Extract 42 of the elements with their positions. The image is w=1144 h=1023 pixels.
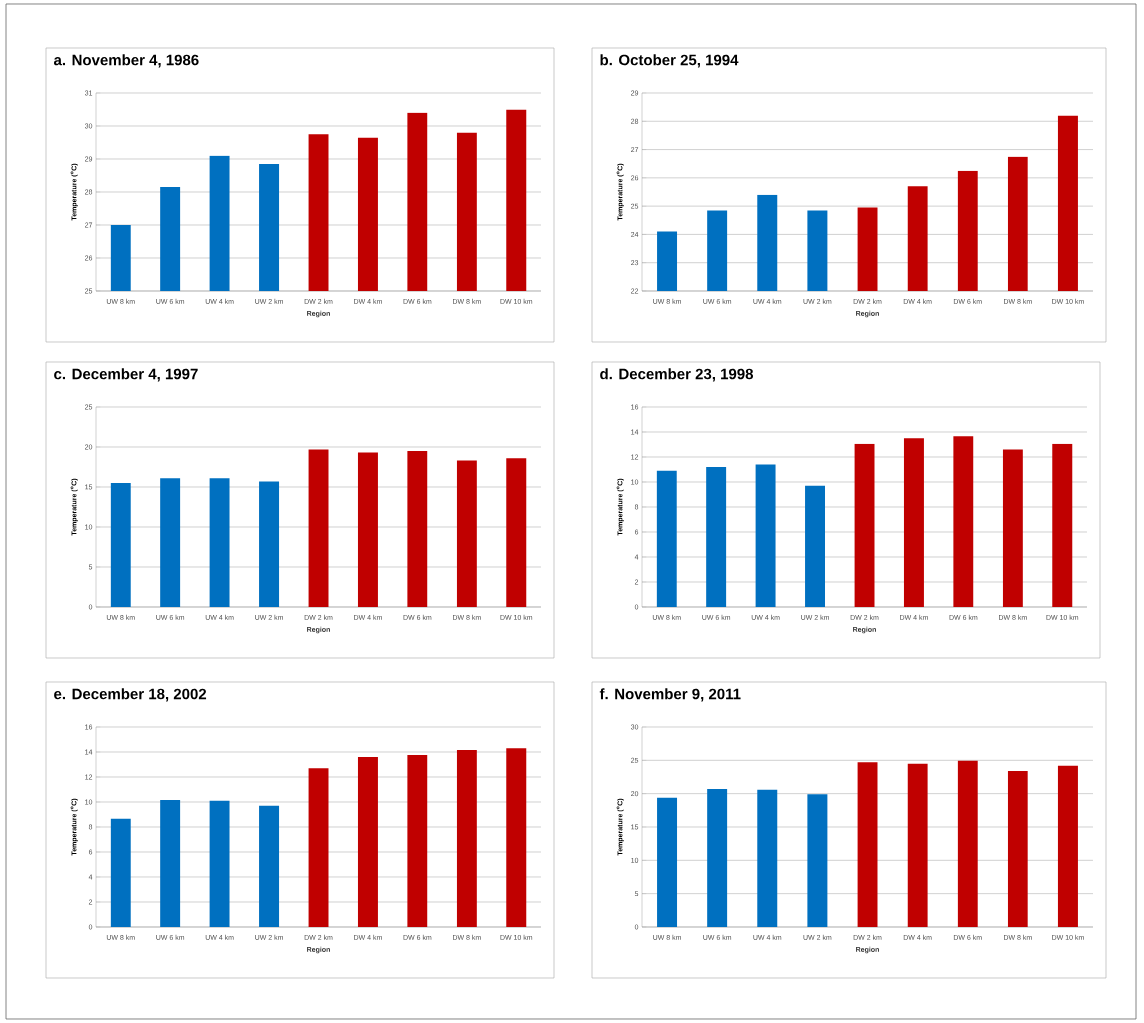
bar (907, 763, 928, 927)
bar (110, 818, 131, 927)
bar (807, 794, 828, 927)
bar (506, 458, 527, 607)
bar (1052, 443, 1073, 607)
bar (854, 443, 875, 607)
bar (209, 800, 230, 927)
chart-title: a. November 4, 1986 (53, 54, 199, 68)
bar (1057, 765, 1078, 927)
bar (357, 452, 378, 607)
bar (857, 762, 878, 927)
bar (953, 436, 974, 607)
bar (160, 478, 181, 607)
bar (706, 466, 727, 607)
chart-title: c. December 4, 1997 (54, 368, 198, 382)
bar (1002, 449, 1023, 607)
bar (757, 789, 778, 927)
chart-title: f. November 9, 2011 (599, 688, 741, 702)
bar (160, 800, 181, 927)
bar (903, 438, 924, 607)
chart-title: e. December 18, 2002 (54, 688, 207, 702)
bar (308, 768, 329, 927)
bar (707, 788, 728, 927)
bar (209, 478, 230, 607)
bar (657, 797, 678, 927)
bar (407, 450, 428, 607)
bar (456, 460, 477, 607)
bar (357, 756, 378, 927)
bar (259, 805, 280, 927)
bar (506, 748, 527, 927)
bar (1007, 770, 1028, 927)
bar (456, 750, 477, 927)
bar (308, 449, 329, 607)
chart-title: b. October 25, 1994 (600, 54, 739, 68)
bar (407, 755, 428, 927)
bar (755, 464, 776, 607)
bar (259, 481, 280, 607)
bar (805, 485, 826, 607)
chart-title: d. December 23, 1998 (600, 368, 754, 382)
bar (110, 482, 131, 607)
bar (957, 760, 978, 927)
bar (656, 470, 677, 607)
